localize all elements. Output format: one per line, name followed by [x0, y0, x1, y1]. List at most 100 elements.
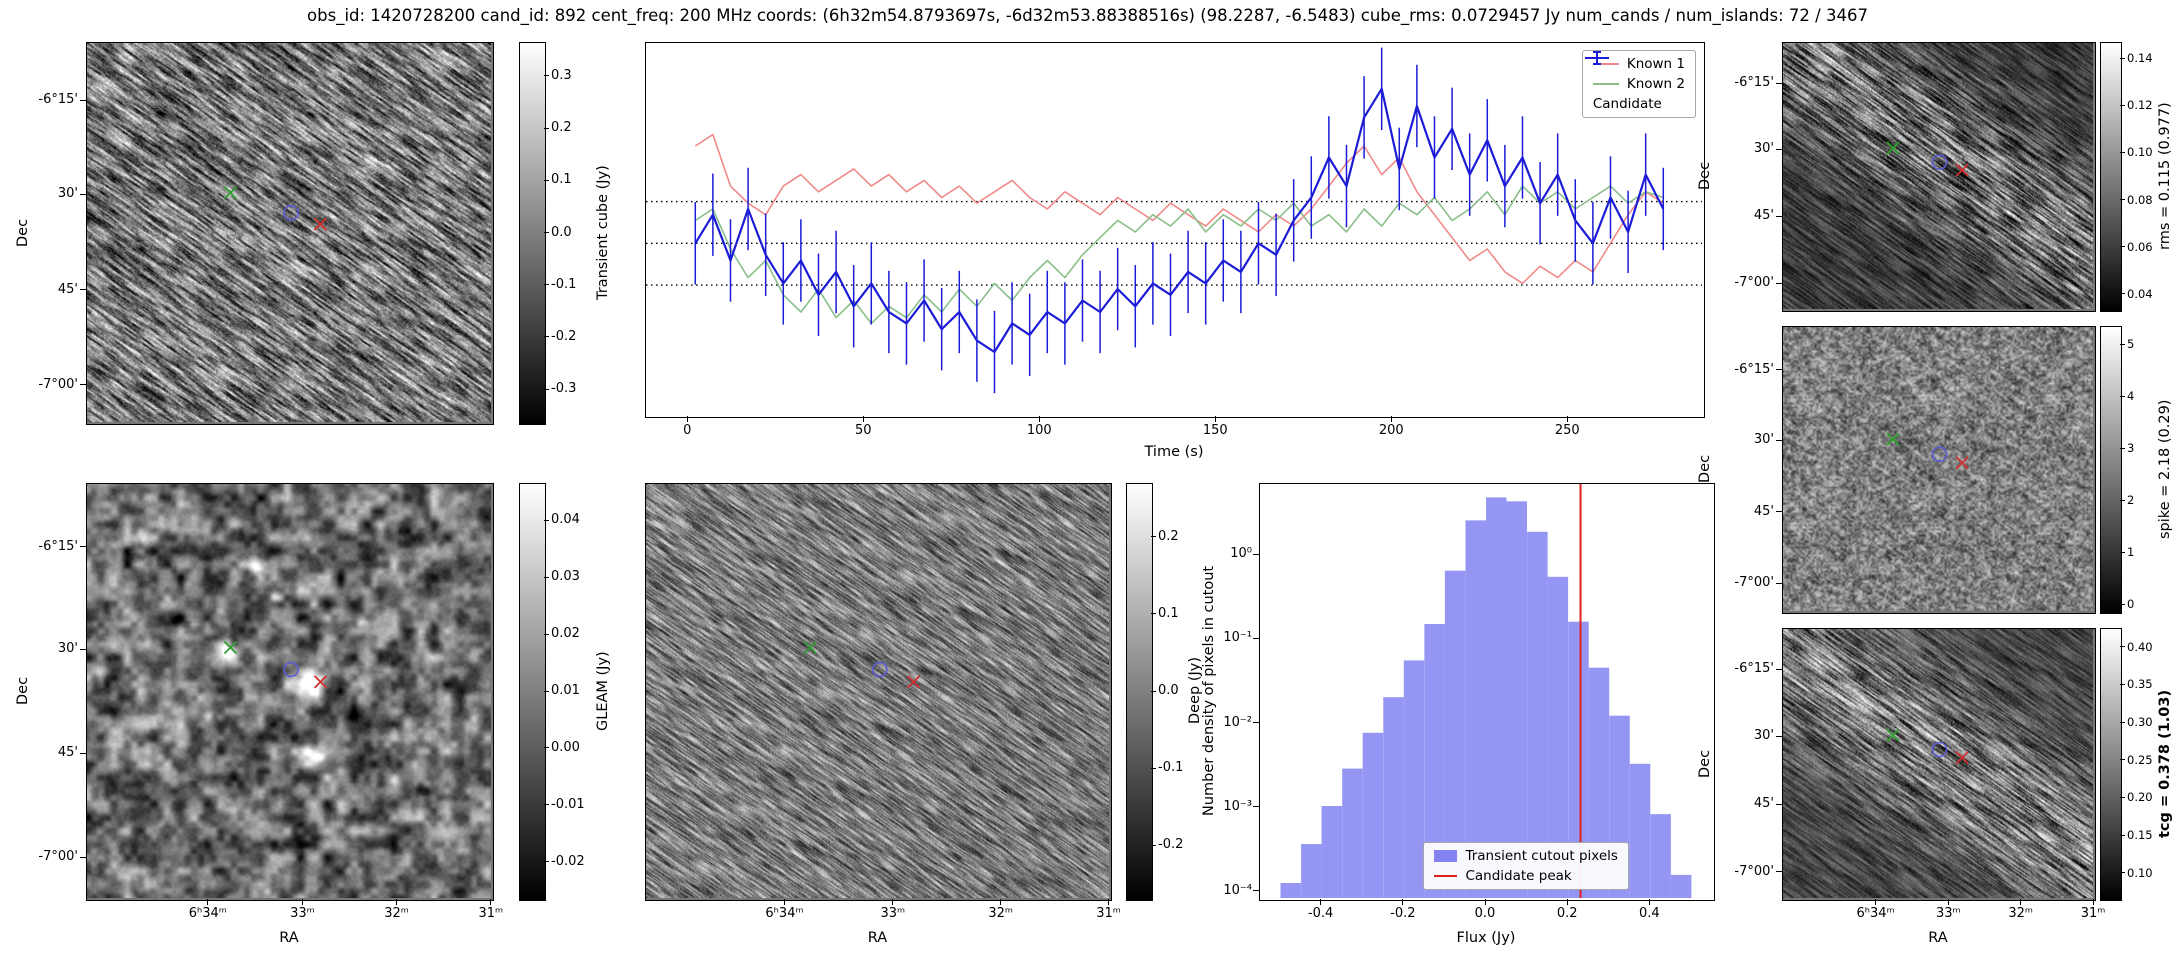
tick-mark: [1402, 899, 1404, 905]
tick-mark: [80, 752, 86, 754]
tick-mark: [544, 690, 549, 692]
tick-mark: [1253, 553, 1259, 555]
tick-mark: [2120, 872, 2125, 874]
dec-tick-label: 30': [1753, 728, 1774, 744]
dec-tick-label: 45': [1753, 796, 1774, 812]
tick-mark: [1648, 899, 1650, 905]
tick-mark: [544, 232, 549, 233]
known-2-marker: [223, 186, 238, 200]
transient-cube-cutout-panel: [86, 42, 494, 425]
colorbar-tick-label: -0.3: [551, 381, 577, 397]
hist-bar: [1465, 520, 1486, 898]
candidate-marker: [283, 661, 299, 678]
dec-tick-label: 30': [1753, 141, 1774, 157]
tick-mark: [80, 289, 86, 291]
hist-bar: [1527, 531, 1548, 898]
tick-mark: [892, 899, 894, 905]
tick-mark: [80, 99, 86, 101]
x-tick-label: -0.4: [1307, 906, 1334, 921]
x-tick-label: 250: [1554, 423, 1580, 438]
tick-mark: [1875, 899, 1877, 905]
colorbar-tick-label: 3: [2127, 441, 2135, 456]
candidate-marker: [283, 204, 299, 221]
known-1-marker: [906, 675, 921, 689]
colorbar-tick-label: 0.15: [2127, 828, 2153, 842]
known-2-marker: [223, 640, 238, 655]
ra-axis-label: RA: [867, 930, 888, 946]
x-tick-label: 0.4: [1639, 906, 1660, 921]
hist-bar: [1547, 576, 1569, 898]
legend-label: Known 2: [1626, 76, 1685, 92]
ra-axis-label: RA: [1928, 930, 1948, 946]
rms-colorbar: [2100, 42, 2122, 312]
ra-tick-label: 6ʰ34ᵐ: [188, 906, 227, 921]
tick-mark: [1484, 899, 1486, 905]
gleam-marker-overlay: [223, 640, 328, 689]
dec-tick-label: -7°00': [38, 376, 78, 392]
deep-image: [646, 484, 1109, 898]
tick-mark: [490, 899, 492, 905]
series-known-1: [694, 133, 1664, 285]
colorbar-tick-label: 2: [2127, 493, 2135, 508]
gleam-cutout-panel: [86, 483, 494, 901]
colorbar-tick-label: 0.2: [551, 120, 572, 136]
tick-mark: [1566, 416, 1568, 422]
legend-item: Candidate peak: [1434, 868, 1618, 884]
legend-swatch: [1592, 83, 1619, 85]
ra-tick-label: 32ᵐ: [988, 906, 1014, 921]
tick-mark: [544, 576, 549, 578]
ra-tick-label: 6ʰ34ᵐ: [765, 906, 804, 921]
tick-mark: [544, 75, 549, 77]
dec-tick-label: -7°00': [1734, 863, 1774, 879]
tick-mark: [1776, 439, 1782, 441]
tick-mark: [80, 384, 86, 386]
deep-cutout-panel: [645, 483, 1112, 901]
tick-mark: [544, 519, 549, 521]
spike-colorbar-label: spike = 2.18 (0.29): [2157, 399, 2173, 539]
known-1-marker: [1955, 750, 1969, 765]
known-2-marker: [1886, 141, 1900, 155]
colorbar-tick-label: 5: [2127, 337, 2135, 352]
dec-tick-label: -6°15': [38, 92, 78, 108]
histogram-y-axis-label: Number density of pixels in cutout: [1201, 565, 1217, 817]
hist-bar: [1444, 570, 1466, 898]
colorbar-tick-label: 0.01: [551, 683, 580, 698]
colorbar-tick-label: 0.10: [2127, 145, 2153, 160]
tick-mark: [686, 416, 688, 422]
tick-mark: [544, 388, 549, 390]
tick-mark: [2120, 551, 2125, 553]
tick-mark: [396, 899, 398, 905]
gleam-colorbar-label: GLEAM (Jy): [595, 651, 611, 731]
tick-mark: [2120, 246, 2125, 248]
colorbar-tick-label: 0.35: [2127, 677, 2153, 692]
colorbar-tick-label: 0.1: [551, 172, 572, 188]
tick-mark: [207, 899, 209, 905]
tick-mark: [1214, 416, 1216, 422]
x-tick-label: 0: [683, 423, 692, 438]
colorbar-tick-label: -0.1: [551, 276, 577, 292]
legend-swatch: [1592, 63, 1619, 65]
tick-mark: [2120, 499, 2125, 501]
flux-axis-label: Flux (Jy): [1456, 930, 1516, 946]
known-1-marker: [313, 217, 328, 231]
tick-mark: [1253, 637, 1259, 639]
colorbar-tick-label: 0.00: [551, 739, 580, 755]
ra-tick-label: 33ᵐ: [290, 906, 315, 921]
colorbar-tick-label: 0.40: [2127, 639, 2153, 654]
dec-tick-label: -6°15': [38, 538, 78, 554]
x-tick-label: 0.0: [1474, 906, 1496, 921]
spike-cutout-panel: [1782, 326, 2096, 614]
tick-mark: [1776, 82, 1782, 84]
colorbar-tick-label: 0.06: [2127, 239, 2153, 254]
x-tick-label: 200: [1378, 423, 1404, 438]
colorbar-tick-label: 0.12: [2127, 98, 2153, 113]
y-tick-label: 10⁻⁴: [1223, 882, 1252, 898]
colorbar-tick-label: 0: [2127, 597, 2135, 612]
colorbar-tick-label: 0.0: [1158, 683, 1179, 698]
colorbar-tick-label: 1: [2127, 545, 2135, 560]
hist-bar: [1670, 874, 1692, 898]
tick-mark: [1776, 148, 1782, 150]
colorbar-tick-label: -0.01: [551, 796, 585, 812]
tick-mark: [1947, 899, 1949, 905]
